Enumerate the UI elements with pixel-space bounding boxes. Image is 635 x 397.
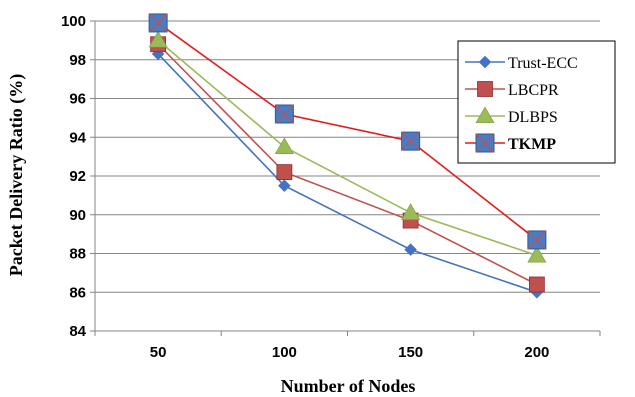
legend-item-dlbps: DLBPS xyxy=(465,106,558,126)
data-point-dlbps-100 xyxy=(274,137,294,154)
y-tick-labels: 84 86 88 90 92 94 96 98 100 xyxy=(61,13,87,340)
data-point-dlbps-150 xyxy=(401,203,421,220)
legend-item-lbcpr: LBCPR xyxy=(465,81,559,99)
data-point-tkmp-100-cross-b xyxy=(274,104,294,124)
y-tick-label-90: 90 xyxy=(69,207,86,224)
x-tick-label-100: 100 xyxy=(272,344,297,361)
legend-label-dlbps: DLBPS xyxy=(508,109,558,126)
y-tick-label-98: 98 xyxy=(69,52,86,69)
legend-label-lbcpr: LBCPR xyxy=(508,82,559,99)
legend-marker-tkmp xyxy=(475,133,495,153)
series-line-lbcpr xyxy=(157,43,538,286)
x-tick-label-200: 200 xyxy=(524,344,549,361)
data-point-tkmp-100 xyxy=(274,104,294,124)
legend-marker-tkmp-cross-b xyxy=(475,133,495,153)
axes xyxy=(90,20,601,336)
x-tick-label-150: 150 xyxy=(398,344,423,361)
data-point-dlbps-200 xyxy=(527,245,547,263)
legend-item-tkmp: TKMP xyxy=(465,133,556,153)
gridlines xyxy=(95,20,600,332)
data-point-tkmp-50-cross-b xyxy=(148,13,168,33)
series-line-tkmp xyxy=(157,22,538,241)
data-point-tkmp-200-cross-b xyxy=(527,230,547,250)
data-point-dlbps-50 xyxy=(148,30,168,48)
data-point-tkmp-50 xyxy=(148,13,168,33)
series-line-dlbps xyxy=(157,39,538,257)
y-tick-label-100: 100 xyxy=(61,13,86,30)
data-point-trust-ecc-150 xyxy=(404,243,417,256)
data-point-lbcpr-100 xyxy=(276,164,293,181)
series-lines xyxy=(148,13,547,299)
series-tkmp xyxy=(148,13,547,250)
y-tick-label-86: 86 xyxy=(69,284,86,301)
y-tick-label-88: 88 xyxy=(69,246,86,263)
y-tick-label-96: 96 xyxy=(69,91,86,108)
legend-marker-lbcpr xyxy=(477,81,493,97)
y-axis-title: Packet Delivery Ratio (%) xyxy=(6,74,27,276)
y-tick-label-94: 94 xyxy=(69,129,86,146)
data-point-trust-ecc-100 xyxy=(278,179,291,193)
legend-item-trust-ecc: Trust-ECC xyxy=(465,55,578,72)
series-dlbps xyxy=(148,30,547,263)
data-point-lbcpr-200 xyxy=(528,276,545,293)
x-axis-title: Number of Nodes xyxy=(281,376,416,396)
x-tick-label-50: 50 xyxy=(150,344,167,361)
x-tick-labels: 50 100 150 200 xyxy=(150,344,550,361)
data-point-tkmp-150 xyxy=(401,131,421,151)
legend-label-trust-ecc: Trust-ECC xyxy=(508,55,578,72)
data-point-tkmp-150-cross-b xyxy=(401,131,421,151)
legend-marker-dlbps xyxy=(475,106,495,124)
y-tick-label-84: 84 xyxy=(69,323,86,340)
legend-marker-trust-ecc xyxy=(478,55,492,69)
series-line-trust-ecc xyxy=(157,53,538,294)
legend-label-tkmp: TKMP xyxy=(508,136,556,153)
data-point-tkmp-200 xyxy=(527,230,547,250)
y-tick-label-92: 92 xyxy=(69,168,86,185)
legend: Trust-ECC LBCPR DLBPS TKMP xyxy=(457,40,616,164)
